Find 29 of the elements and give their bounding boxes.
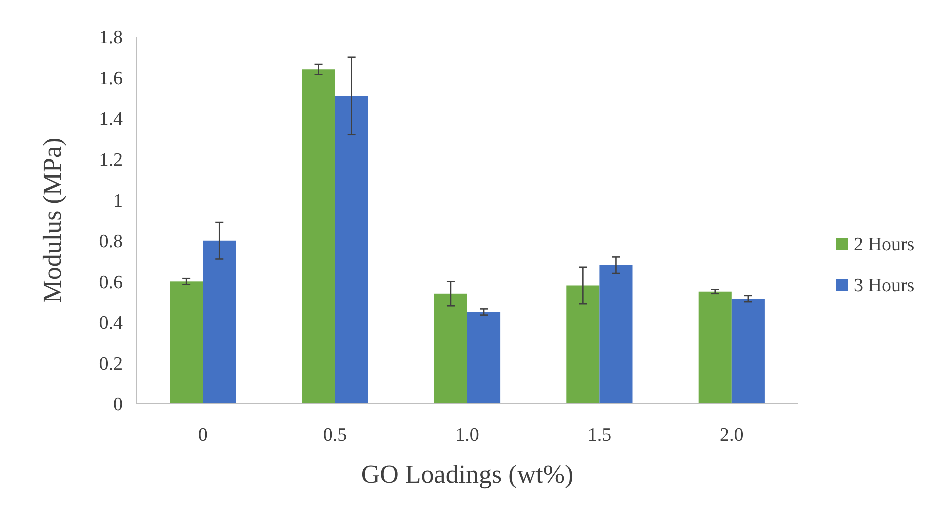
x-tick-label: 2.0	[720, 425, 744, 446]
bar	[170, 282, 204, 404]
y-tick-label: 1.6	[99, 68, 123, 90]
y-axis-title: Modulus (MPa)	[38, 138, 68, 304]
bar	[566, 286, 600, 404]
bar	[434, 294, 468, 404]
bar	[698, 292, 732, 404]
legend-label: 2 Hours	[854, 234, 915, 256]
x-tick-label: 1.0	[456, 425, 480, 446]
x-tick-label: 0.5	[323, 425, 348, 446]
bar	[203, 240, 236, 404]
x-tick-label: 0	[198, 425, 208, 446]
y-tick-label: 0	[114, 394, 123, 416]
y-tick-label: 1.8	[99, 28, 123, 49]
y-tick-label: 1	[114, 190, 123, 212]
bar	[732, 298, 765, 404]
bar	[600, 265, 633, 404]
y-tick-label: 0.8	[99, 232, 123, 253]
x-axis-title: GO Loadings (wt%)	[361, 460, 574, 489]
y-tick-label: 1.2	[99, 150, 123, 171]
bar	[335, 96, 368, 404]
bar	[302, 70, 336, 404]
y-tick-label: 0.2	[99, 354, 123, 375]
bar	[468, 312, 501, 404]
y-tick-label: 1.4	[99, 109, 124, 130]
y-tick-label: 0.4	[99, 313, 124, 334]
x-tick-label: 1.5	[588, 425, 612, 446]
y-tick-label: 0.6	[99, 272, 123, 294]
legend-label: 3 Hours	[854, 276, 915, 297]
